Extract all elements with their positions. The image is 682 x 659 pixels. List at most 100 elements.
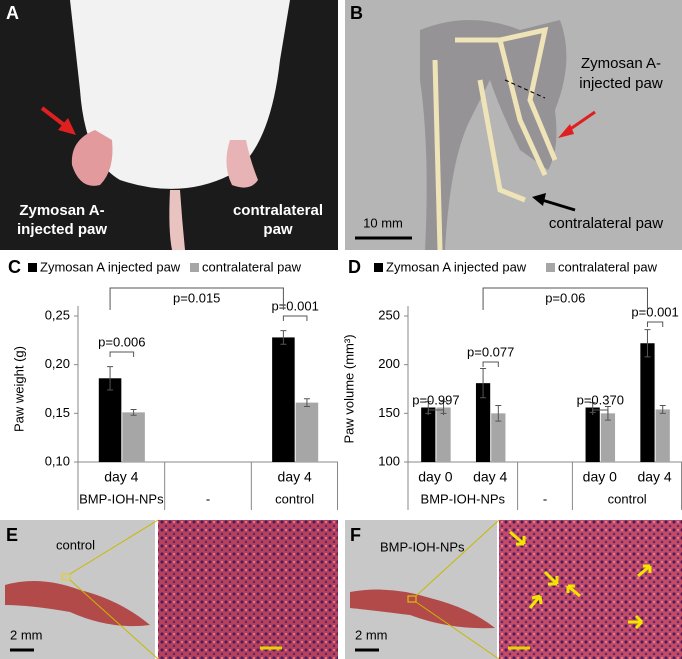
- p-value: p=0.077: [467, 344, 514, 359]
- significance-bracket: [282, 315, 308, 321]
- significance-bracket: [109, 351, 135, 357]
- p-value: p=0.370: [577, 392, 624, 407]
- legend-swatch: [28, 263, 37, 272]
- significance-bracket: [592, 409, 609, 415]
- p-value: p=0.001: [271, 298, 318, 313]
- y-tick-label: 0,10: [45, 453, 70, 468]
- photo-label: contralateral: [233, 202, 323, 219]
- scale-label: 2 mm: [10, 627, 43, 642]
- y-tick-label: 0,25: [45, 307, 70, 322]
- p-value: p=0.001: [631, 304, 678, 319]
- error-bar: [107, 366, 114, 391]
- error-bar: [303, 398, 310, 408]
- legend-swatch: [374, 263, 383, 272]
- contralateral-paw: [226, 140, 258, 188]
- group-label: control: [275, 491, 314, 506]
- zoom-line: [69, 579, 159, 659]
- bar: [436, 407, 451, 462]
- arrowhead: [558, 124, 574, 138]
- bar: [295, 402, 319, 462]
- panel-label: B: [350, 3, 363, 23]
- panel-e: E control 2 mm: [0, 519, 338, 659]
- error-bar: [495, 405, 502, 422]
- significance-bracket: [482, 287, 648, 310]
- photo-label: injected paw: [17, 221, 107, 238]
- bar: [272, 337, 295, 462]
- group-label: -: [206, 491, 210, 506]
- panel-label: F: [350, 525, 361, 545]
- zoom-line: [415, 519, 500, 597]
- panel-f: F BMP-IOH-NPs 2 mm: [345, 519, 682, 659]
- photo-label: control: [56, 537, 95, 552]
- histology-texture: [499, 520, 682, 659]
- p-value: p=0.997: [412, 392, 459, 407]
- panel-a: A Zymosan A- injected paw contralateral …: [0, 0, 338, 250]
- y-axis-title: Paw volume (mm³): [341, 334, 356, 443]
- legend-label: contralateral paw: [558, 259, 658, 274]
- arrowhead: [58, 118, 76, 135]
- photo-background: [345, 520, 497, 659]
- legend-label: Zymosan A injected paw: [386, 259, 527, 274]
- photo-label: BMP-IOH-NPs: [380, 539, 465, 554]
- significance-bracket: [646, 321, 664, 327]
- arrowhead: [532, 193, 546, 206]
- y-axis-title: Paw weight (g): [11, 346, 26, 432]
- group-label: -: [543, 491, 547, 506]
- photo-label: contralateral paw: [549, 215, 663, 232]
- x-tick-label: day 4: [473, 469, 507, 485]
- x-tick-label: day 0: [583, 469, 617, 485]
- error-bar: [480, 368, 487, 399]
- x-tick-label: day 4: [278, 469, 312, 485]
- x-tick-label: day 4: [104, 469, 138, 485]
- panel-label: E: [6, 525, 18, 545]
- leg-shadow: [420, 20, 567, 250]
- bar: [600, 413, 616, 462]
- bar: [475, 383, 491, 462]
- histology-texture: [158, 520, 338, 659]
- p-value: p=0.006: [98, 334, 145, 349]
- error-bar: [280, 330, 287, 345]
- x-tick-label: day 0: [418, 469, 452, 485]
- injected-paw: [71, 130, 113, 186]
- significance-bracket: [482, 361, 499, 367]
- panel-label: C: [8, 257, 21, 277]
- bar: [421, 407, 436, 462]
- y-tick-label: 150: [378, 405, 400, 420]
- error-bar: [659, 405, 666, 414]
- group-label: BMP-IOH-NPs: [421, 491, 506, 506]
- error-bar: [130, 408, 137, 416]
- legend-label: contralateral paw: [202, 259, 302, 274]
- zoom-box: [61, 573, 71, 581]
- arrows: [509, 530, 652, 630]
- panel-label: A: [6, 3, 19, 23]
- photo-label: paw: [263, 221, 293, 238]
- y-tick-label: 100: [378, 453, 400, 468]
- bar: [655, 409, 670, 462]
- y-tick-label: 0,20: [45, 356, 70, 371]
- group-label: BMP-IOH-NPs: [79, 491, 164, 506]
- tissue: [350, 589, 495, 629]
- bones: [432, 26, 558, 251]
- photo-label: injected paw: [579, 75, 663, 92]
- bar: [491, 413, 506, 462]
- significance-bracket: [427, 409, 445, 415]
- scale-label: 2 mm: [355, 627, 388, 642]
- bar: [98, 378, 122, 462]
- bar: [122, 412, 145, 462]
- tissue: [5, 581, 150, 627]
- zoom-line: [415, 601, 500, 659]
- error-bar: [644, 329, 651, 358]
- dashed-line: [504, 79, 546, 99]
- photo-label: Zymosan A-: [581, 55, 661, 72]
- tail: [169, 190, 185, 250]
- legend-label: Zymosan A injected paw: [40, 259, 181, 274]
- legend-swatch: [190, 263, 199, 272]
- x-tick-label: day 4: [637, 469, 671, 485]
- arrow: [541, 198, 576, 212]
- legend-swatch: [546, 263, 555, 272]
- photo-label: Zymosan A-: [19, 202, 104, 219]
- zoom-line: [69, 519, 159, 575]
- panel-label: D: [348, 257, 361, 277]
- y-tick-label: 200: [378, 356, 400, 371]
